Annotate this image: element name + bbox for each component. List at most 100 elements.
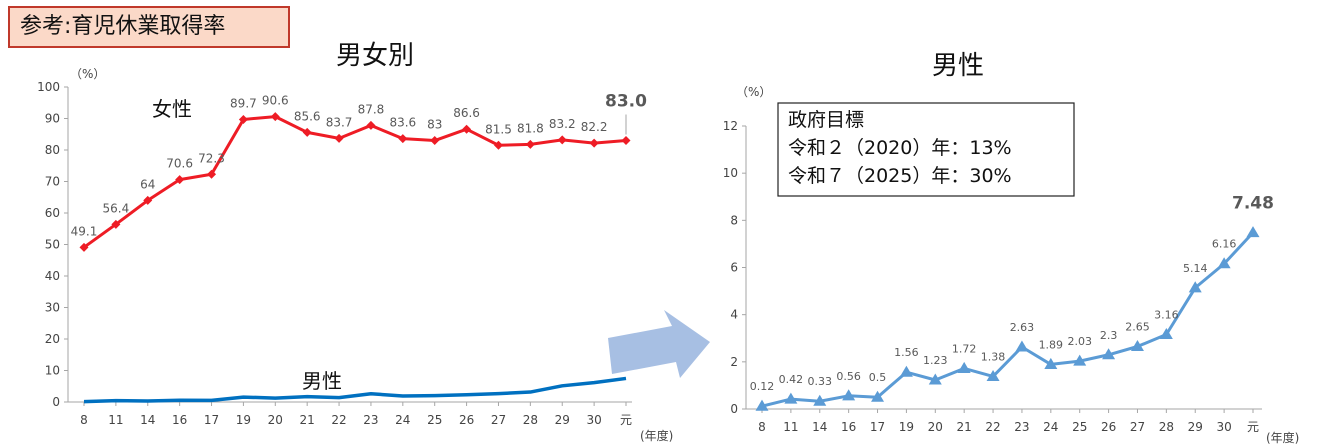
- data-label: 0.42: [779, 373, 804, 386]
- data-point: [871, 390, 885, 402]
- transition-arrow: [608, 310, 710, 378]
- data-label: 86.6: [453, 106, 480, 120]
- data-point: [430, 136, 440, 146]
- data-point: [986, 369, 1000, 382]
- data-label: 49.1: [71, 224, 98, 238]
- x-tick-label: 27: [491, 413, 506, 427]
- x-tick-label: 16: [841, 420, 856, 434]
- x-tick-label: 23: [363, 413, 378, 427]
- data-label: 83.2: [549, 117, 576, 131]
- x-tick-label: 29: [555, 413, 570, 427]
- data-point: [813, 394, 827, 406]
- data-label: 81.8: [517, 121, 544, 135]
- data-label: 70.6: [166, 157, 193, 171]
- data-label: 83.7: [326, 115, 353, 129]
- x-tick-label: 17: [204, 413, 219, 427]
- data-point: [589, 138, 599, 148]
- data-point: [238, 114, 248, 124]
- x-tick-label: 28: [523, 413, 538, 427]
- y-tick-label: 0: [730, 402, 738, 416]
- data-point: [143, 195, 153, 205]
- y-tick-label: 80: [45, 143, 60, 157]
- reference-label: 参考:育児休業取得率: [8, 6, 290, 48]
- x-tick-label: 21: [957, 420, 972, 434]
- x-tick-label: 22: [331, 413, 346, 427]
- x-tick-label: 24: [1043, 420, 1058, 434]
- x-tick-label: 19: [236, 413, 251, 427]
- x-tick-label: 元: [1247, 420, 1259, 434]
- data-point: [1130, 340, 1144, 352]
- data-label: 0.56: [836, 370, 861, 383]
- data-point: [207, 169, 217, 179]
- series-label-male: 男性: [302, 369, 342, 393]
- y-tick-label: 4: [730, 308, 738, 322]
- left-x-unit: (年度): [640, 428, 673, 443]
- y-tick-label: 30: [45, 301, 60, 315]
- data-label: 1.56: [894, 346, 919, 359]
- data-point: [366, 120, 376, 130]
- data-label: 64: [140, 177, 155, 191]
- data-point: [755, 399, 769, 411]
- data-point: [957, 361, 971, 373]
- data-point: [398, 134, 408, 144]
- y-tick-label: 8: [730, 213, 738, 227]
- data-point: [525, 139, 535, 149]
- y-tick-label: 12: [723, 119, 738, 133]
- right-y-unit: （%）: [736, 85, 771, 99]
- data-label: 1.38: [981, 350, 1006, 363]
- data-point: [175, 175, 185, 185]
- data-point: [493, 140, 503, 150]
- data-label: 83.0: [605, 92, 647, 112]
- data-label: 56.4: [103, 201, 130, 215]
- data-point: [1246, 226, 1260, 238]
- x-tick-label: 27: [1130, 420, 1145, 434]
- data-label: 72.3: [198, 151, 225, 165]
- data-label: 3.16: [1154, 308, 1179, 321]
- data-label: 0.5: [869, 371, 887, 384]
- goal-box: [777, 102, 1075, 197]
- x-tick-label: 26: [1101, 420, 1116, 434]
- x-tick-label: 24: [395, 413, 410, 427]
- data-point: [302, 127, 312, 137]
- data-label: 7.48: [1232, 194, 1274, 214]
- y-tick-label: 60: [45, 206, 60, 220]
- data-label: 83.6: [389, 116, 416, 130]
- y-tick-label: 20: [45, 332, 60, 346]
- x-tick-label: 26: [459, 413, 474, 427]
- data-point: [1217, 257, 1231, 269]
- left-chart-title: 男女別: [336, 41, 414, 71]
- data-point: [557, 135, 567, 145]
- series-label-female: 女性: [152, 97, 192, 121]
- left-plot-area: 0 10 20 30 40 50 60 70 80 90 100 8 11 14 16 17 19 20 21 22 2…: [37, 80, 647, 427]
- y-tick-label: 90: [45, 112, 60, 126]
- data-label: 83: [427, 118, 442, 132]
- x-tick-label: 22: [985, 420, 1000, 434]
- x-tick-label: 23: [1014, 420, 1029, 434]
- data-point: [462, 124, 472, 134]
- right-chart-title: 男性: [932, 51, 984, 81]
- right-x-unit: (年度): [1266, 430, 1299, 445]
- data-point: [1044, 357, 1058, 369]
- x-tick-label: 20: [928, 420, 943, 434]
- data-point: [334, 133, 344, 143]
- y-tick-label: 2: [730, 355, 738, 369]
- data-label: 85.6: [294, 109, 321, 123]
- data-point: [899, 365, 913, 377]
- data-label: 2.03: [1067, 335, 1092, 348]
- x-tick-label: 11: [108, 413, 123, 427]
- y-tick-label: 6: [730, 261, 738, 275]
- x-tick-label: 17: [870, 420, 885, 434]
- x-tick-label: 28: [1159, 420, 1174, 434]
- x-tick-label: 14: [140, 413, 155, 427]
- y-tick-label: 50: [45, 238, 60, 252]
- x-tick-label: 8: [758, 420, 766, 434]
- data-label: 2.63: [1010, 321, 1035, 334]
- x-tick-label: 14: [812, 420, 827, 434]
- x-tick-label: 11: [783, 420, 798, 434]
- data-label: 1.23: [923, 354, 948, 367]
- data-label: 2.3: [1100, 329, 1118, 342]
- data-point: [1188, 281, 1202, 293]
- data-point: [270, 112, 280, 122]
- x-tick-label: 25: [1072, 420, 1087, 434]
